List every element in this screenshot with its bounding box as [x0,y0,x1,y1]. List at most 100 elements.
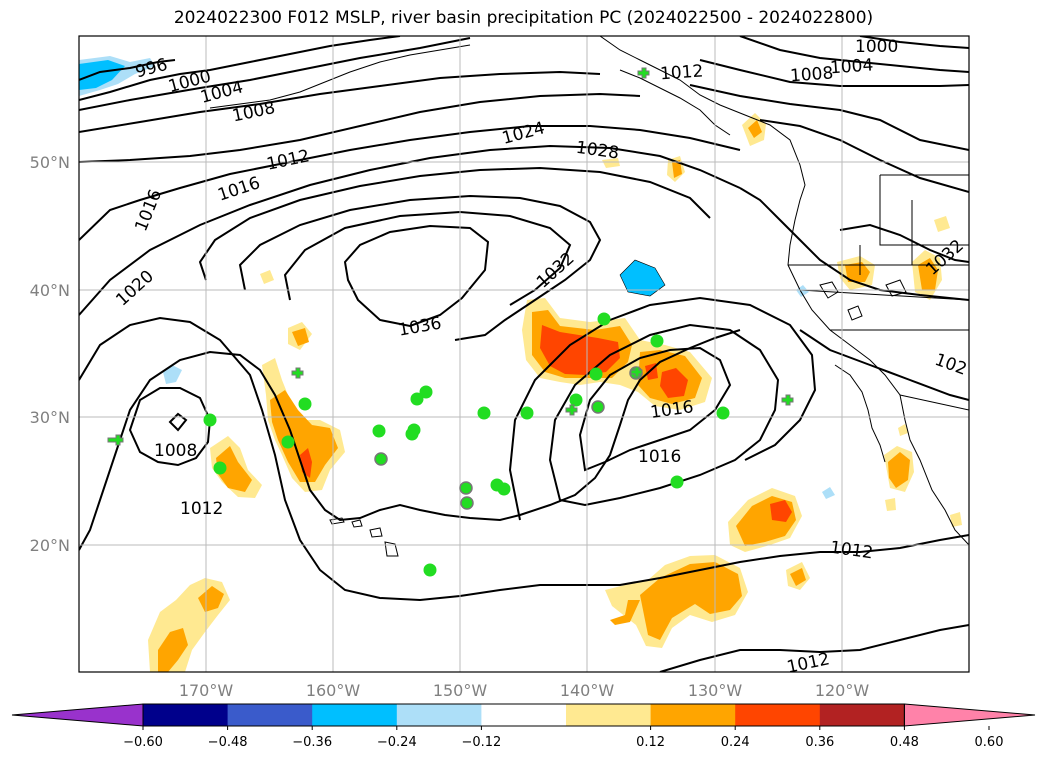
negative-anomaly-area [822,487,835,499]
colorbar-tick-label: 0.60 [975,735,1004,750]
contour-label: 1000 [855,37,898,57]
colorbar-frame [142,703,905,727]
colorbar-tick-label: 0.48 [890,735,919,750]
lon-labels: 170°W 160°W 150°W 140°W 130°W 120°W [179,681,870,700]
isobar-nw-1004 [699,59,969,87]
negative-anomaly-area [79,60,125,90]
station-marker [497,482,511,496]
precip-shading [79,56,962,672]
colorbar-segment [566,704,652,726]
station-marker [650,334,664,348]
station-plus [630,366,643,378]
station-marker [716,406,730,420]
lon-label: 130°W [688,681,743,700]
station-plus [291,367,304,379]
lon-label: 140°W [560,681,615,700]
contour-label: 1012 [785,649,831,678]
isobar-1024-ring [508,296,817,521]
station-marker [597,312,611,326]
isobar-1016 [79,316,969,602]
lat-label: 50°N [30,153,70,172]
station-marker [477,406,491,420]
colorbar-segment [819,704,905,726]
isobar-1020-ring [548,323,780,507]
colorbar-segment [396,704,482,726]
station-marker [372,424,386,438]
isobar-1028 [238,194,602,341]
lon-label: 170°W [179,681,234,700]
station-marker [410,392,424,406]
station-plus [781,394,794,406]
station-plus [107,434,124,446]
colorbar-tick-label: −0.12 [461,735,501,750]
station-plus [565,404,578,416]
isobar-1008 [128,387,212,467]
contour-label: 1008 [154,441,197,461]
contour-label: 1008 [789,63,834,86]
colorbar-tick-label: −0.48 [208,735,248,750]
colorbar-tick-label: 0.36 [805,735,834,750]
station-marker [459,481,473,495]
colorbar-tick-label: 0.12 [636,735,665,750]
contour-label: 1012 [659,61,704,84]
isobar-1012-s [659,624,969,672]
isobar-1028-east [739,187,969,301]
colorbar-tick-label: −0.36 [292,735,332,750]
station-plus [637,67,650,79]
station-markers [107,67,794,577]
station-marker [520,406,534,420]
lon-label: 160°W [306,681,361,700]
colorbar-tick-label: −0.60 [123,735,163,750]
isobars [79,36,969,672]
contour-label: 1004 [829,55,874,78]
isobar-1032-east [839,223,969,263]
contour-label: 1012 [180,499,223,519]
colorbar-tick-label: 0.24 [721,735,750,750]
colorbar-segment [650,704,736,726]
station-marker [419,385,433,399]
isobar-1004 [79,37,471,111]
isobar-ne-lines [859,36,969,49]
colorbar-segment [227,704,313,726]
station-marker [589,367,603,381]
station-marker [374,452,388,466]
isobar-1016 [79,125,741,241]
lon-label: 120°W [815,681,870,700]
colorbar-extend-right [903,703,1036,727]
station-marker [213,461,227,475]
isobar-996 [79,59,176,81]
colorbar-segment [312,704,398,726]
station-marker [203,413,217,427]
station-marker [298,397,312,411]
station-marker [569,393,583,407]
isobar-nw-1000 [739,36,969,73]
lat-label: 40°N [30,281,70,300]
station-marker [670,475,684,489]
station-marker [405,427,419,441]
coastlines [209,36,969,557]
station-marker [591,400,605,414]
lon-label: 150°W [433,681,488,700]
colorbar-extend-left [11,703,144,727]
lat-label: 20°N [30,536,70,555]
colorbar-segment [735,704,821,726]
isobar-1036 [343,224,490,328]
isobar-nw-1012 [759,119,969,193]
negative-anomaly-area [619,259,666,297]
colorbar-tick-label: −0.24 [377,735,417,750]
negative-anomaly-area [163,365,182,384]
lat-labels: 50°N 40°N 30°N 20°N [30,153,70,555]
isobar-1012 [79,329,741,551]
station-marker [281,435,295,449]
isobar-1012 [79,92,641,163]
colorbar-segment [143,704,229,726]
isobar-1020 [79,144,741,316]
contour-label: 1016 [638,447,681,467]
colorbar: −0.60 −0.48 −0.36 −0.24 −0.12 0.12 0.24 0.36 0.4… [11,703,1036,750]
isobar-nw-1008 [689,84,969,151]
colorbar-segment [481,704,567,726]
isobar-1000 [79,36,401,101]
isobar-1008 [79,70,601,133]
map-frame [78,35,970,673]
